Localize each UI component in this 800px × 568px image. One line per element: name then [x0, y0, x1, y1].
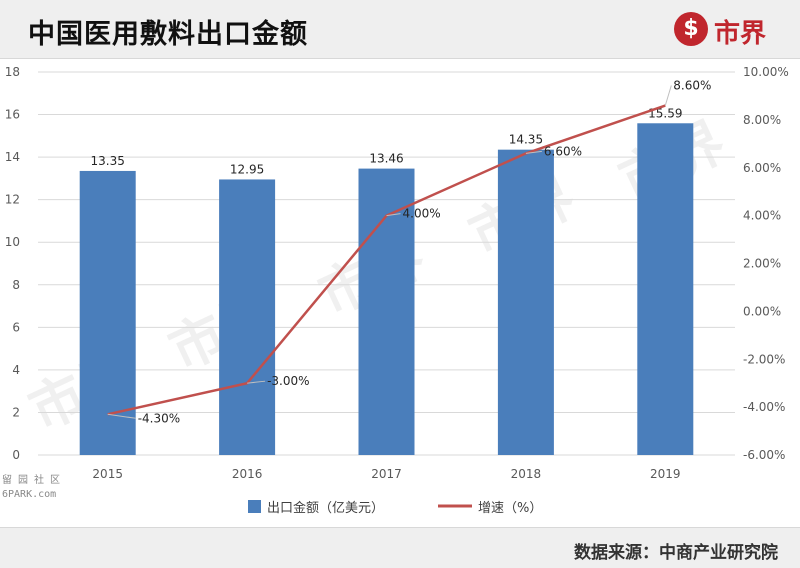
- x-tick-label: 2019: [650, 467, 681, 481]
- y-right-tick-label: -2.00%: [743, 352, 785, 366]
- legend-line-label: 增速（%）: [478, 501, 542, 516]
- y-left-tick-label: 16: [5, 108, 20, 122]
- export-chart: 市界市界市界市界市界024681012141618-6.00%-4.00%-2.…: [5, 65, 789, 516]
- y-left-tick-label: 12: [5, 193, 20, 207]
- y-left-tick-label: 8: [12, 278, 20, 292]
- y-left-tick-label: 0: [12, 448, 20, 462]
- bar-2018: [497, 149, 554, 455]
- brand-logo: $ 市界: [674, 10, 789, 49]
- y-left-tick-label: 14: [5, 150, 20, 164]
- y-right-tick-label: -4.00%: [743, 400, 785, 414]
- y-left-tick-label: 2: [12, 405, 20, 419]
- y-right-tick-label: 8.00%: [743, 113, 781, 127]
- corner-mark-line1: 留 园 社 区: [2, 475, 61, 486]
- line-label-leader: [386, 213, 401, 217]
- x-tick-label: 2017: [371, 467, 402, 481]
- bar-value-label: 14.35: [509, 133, 543, 147]
- line-label-leader: [247, 380, 266, 384]
- y-right-tick-label: 6.00%: [743, 161, 781, 175]
- bar-value-label: 13.35: [91, 154, 125, 168]
- bar-2019: [637, 123, 694, 455]
- line-value-label: 4.00%: [403, 207, 441, 221]
- y-left-tick-label: 4: [12, 363, 20, 377]
- y-left-tick-label: 10: [5, 235, 20, 249]
- line-value-label: 6.60%: [544, 144, 582, 158]
- y-right-tick-label: 10.00%: [743, 65, 789, 79]
- brand-name: 市界: [714, 19, 767, 49]
- y-right-tick-label: 0.00%: [743, 304, 781, 318]
- x-tick-label: 2015: [92, 467, 123, 481]
- header-bar: 中国医用敷料出口金额 $ 市界: [0, 0, 800, 59]
- y-left-tick-label: 18: [5, 65, 20, 79]
- x-tick-label: 2016: [232, 467, 263, 481]
- bar-2016: [219, 179, 276, 456]
- chart-title: 中国医用敷料出口金额: [28, 19, 308, 50]
- source-note: 数据来源：中商产业研究院: [574, 543, 778, 563]
- bar-2015: [79, 170, 136, 456]
- line-label-leader: [107, 413, 136, 419]
- line-label-leader: [664, 85, 672, 106]
- footer-bar: 数据来源：中商产业研究院: [0, 527, 800, 568]
- y-right-tick-label: -6.00%: [743, 448, 785, 462]
- corner-mark: 留 园 社 区 6PARK.com: [2, 474, 60, 502]
- y-left-tick-label: 6: [12, 320, 20, 334]
- x-tick-label: 2018: [511, 467, 542, 481]
- legend-bar-label: 出口金额（亿美元）: [267, 500, 384, 516]
- legend-bar-swatch: [248, 500, 261, 513]
- line-label-leader: [525, 150, 542, 154]
- line-value-label: -3.00%: [267, 374, 309, 388]
- dollar-icon: $: [674, 12, 708, 46]
- y-right-tick-label: 2.00%: [743, 257, 781, 271]
- bar-value-label: 12.95: [230, 162, 264, 176]
- line-value-label: 8.60%: [673, 79, 711, 93]
- line-value-label: -4.30%: [138, 411, 180, 425]
- bar-value-label: 13.46: [369, 152, 403, 166]
- corner-mark-line2: 6PARK.com: [2, 489, 57, 500]
- y-right-tick-label: 4.00%: [743, 209, 781, 223]
